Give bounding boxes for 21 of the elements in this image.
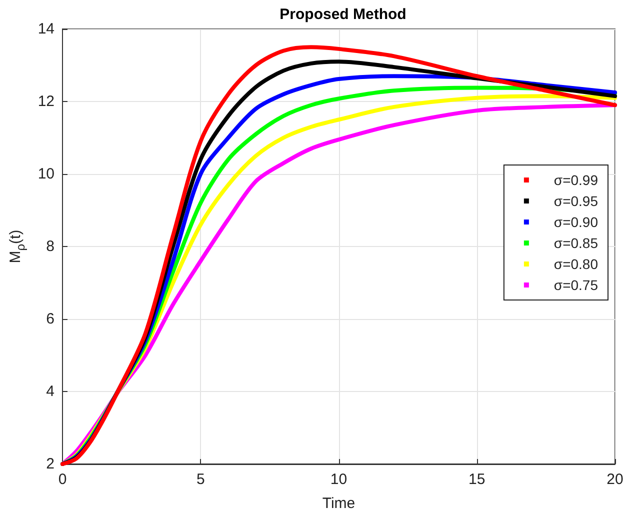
x-tick-label: 20 xyxy=(606,471,624,488)
y-tick-label: 2 xyxy=(46,456,54,472)
legend-label: σ=0.99 xyxy=(554,172,598,188)
y-tick-label: 14 xyxy=(38,20,54,38)
x-axis-title: Time xyxy=(322,495,356,512)
y-tick-label: 10 xyxy=(38,166,54,182)
legend-label: σ=0.80 xyxy=(554,256,598,272)
y-tick-label: 12 xyxy=(38,93,54,110)
x-tick-label: 5 xyxy=(196,471,205,488)
x-tick-label: 15 xyxy=(468,471,486,488)
legend-label: σ=0.75 xyxy=(554,277,598,293)
y-tick-label: 6 xyxy=(46,310,54,328)
y-axis-title: Mρ(t) xyxy=(7,230,28,264)
legend-label: σ=0.95 xyxy=(554,193,598,209)
legend-label: σ=0.90 xyxy=(554,214,598,230)
x-tick-label: 10 xyxy=(330,471,348,488)
legend-label: σ=0.85 xyxy=(554,235,598,251)
y-tick-label: 4 xyxy=(46,383,54,400)
x-tick-label: 0 xyxy=(58,471,67,488)
y-tick-label: 8 xyxy=(46,238,54,255)
chart-title: Proposed Method xyxy=(280,6,406,23)
